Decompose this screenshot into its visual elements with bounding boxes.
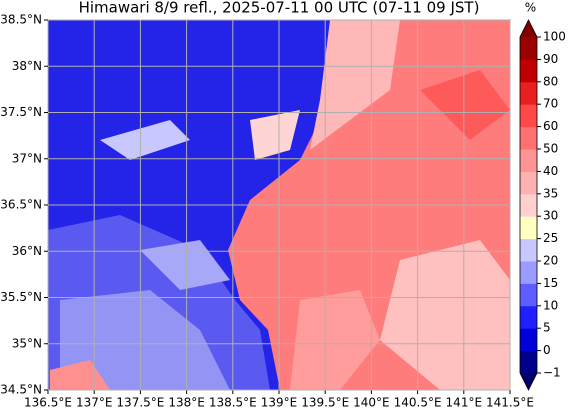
colorbar-segment [520,59,537,83]
colorbar-segment [520,81,537,105]
colorbar-tick-label: 25 [543,231,558,245]
colorbar-tick-label: −1 [543,366,561,380]
lat-tick-label: 34.5°N [0,383,42,397]
colorbar-tick-label: 60 [543,119,558,133]
colorbar-extend-high [520,20,537,37]
colorbar-tick-label: 35 [543,186,558,200]
lat-tick-label: 36.5°N [0,198,42,212]
colorbar-segment [520,171,537,195]
colorbar-segment [520,126,537,150]
lon-tick-label: 138.5°E [209,396,257,409]
colorbar-tick-label: 30 [543,209,558,223]
lat-tick-label: 36°N [12,244,42,258]
colorbar-tick-label: 40 [543,164,558,178]
lon-tick-label: 136.5°E [24,396,72,409]
lat-tick-label: 38°N [12,59,42,73]
colorbar-segment [520,328,537,352]
colorbar-tick-label: 100 [543,30,566,44]
colorbar-segment [520,193,537,217]
title: Himawari 8/9 refl., 2025-07-11 00 UTC (0… [79,0,480,17]
colorbar-segment [520,283,537,307]
colorbar-tick-label: 50 [543,142,558,156]
lat-tick-label: 38.5°N [0,13,42,27]
colorbar-segment [520,305,537,329]
colorbar-segment [520,350,537,374]
lon-tick-label: 140°E [353,396,390,409]
lon-tick-label: 137.5°E [116,396,164,409]
colorbar-tick-label: 70 [543,97,558,111]
colorbar-tick-label: 10 [543,298,558,312]
colorbar-tick-label: 20 [543,254,558,268]
lat-tick-label: 35.5°N [0,290,42,304]
colorbar-segment [520,216,537,240]
colorbar-unit: % [525,1,536,15]
lat-tick-label: 37.5°N [0,105,42,119]
colorbar-segment [520,238,537,262]
colorbar-tick-label: 5 [543,321,551,335]
lon-tick-label: 141°E [446,396,483,409]
colorbar-tick-label: 80 [543,74,558,88]
lon-tick-label: 139.5°E [301,396,349,409]
colorbar-segment [520,149,537,172]
colorbar-segment [520,261,537,284]
colorbar-tick-label: 0 [543,343,551,357]
colorbar-segment [520,104,537,128]
lat-tick-label: 35°N [12,336,42,350]
colorbar-extend-low [520,373,537,390]
colorbar-tick-label: 90 [543,52,558,66]
lon-tick-label: 140.5°E [394,396,442,409]
lon-tick-label: 139°E [261,396,298,409]
colorbar-segment [520,37,537,60]
lat-tick-label: 37°N [12,151,42,165]
lon-tick-label: 141.5°E [486,396,534,409]
lon-tick-label: 137°E [76,396,113,409]
colorbar-tick-label: 15 [543,276,558,290]
lon-tick-label: 138°E [168,396,205,409]
